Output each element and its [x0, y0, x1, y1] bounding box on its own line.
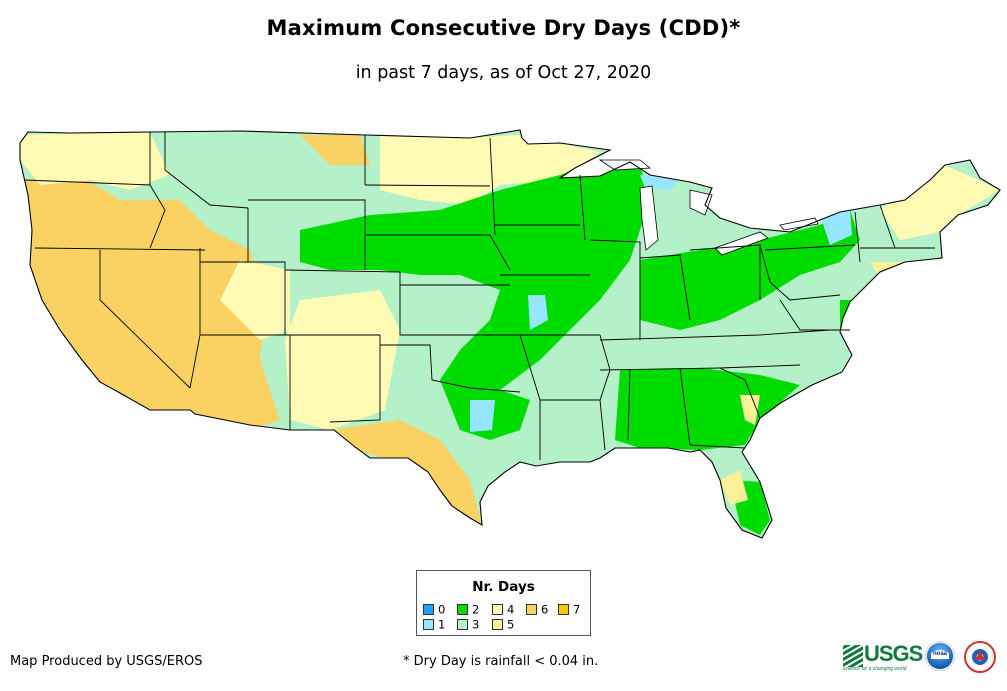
legend-label-1: 1 — [438, 617, 446, 632]
zone-4-days-northwest — [20, 132, 170, 190]
zone-5-days-florida — [720, 470, 748, 505]
zone-4-days-southern-plains — [285, 290, 400, 430]
legend-item-6: 6 — [526, 603, 548, 616]
zone-4-days-rockies — [220, 260, 290, 340]
legend-label-3: 3 — [472, 617, 480, 632]
border-nd-sd — [364, 184, 491, 187]
legend-swatch-6 — [526, 604, 537, 615]
legend-item-1: 1 — [423, 618, 445, 631]
usgs-logo: USGS science for a changing world — [843, 641, 923, 672]
zone-5-days-southern-new-england — [870, 262, 920, 278]
border-vt-nh-ny — [854, 211, 861, 263]
border-co — [284, 269, 401, 335]
zone-1-day-missouri — [528, 295, 548, 330]
legend-swatch-0 — [423, 604, 434, 615]
legend-label-7: 7 — [573, 602, 581, 617]
border-wy — [248, 199, 366, 270]
legend-label-4: 4 — [507, 602, 515, 617]
border-ms-al — [627, 369, 631, 441]
lake-erie — [714, 231, 769, 256]
legend: Nr. Days 0 2 4 6 7 1 3 5 — [416, 570, 591, 636]
legend-label-5: 5 — [507, 617, 515, 632]
legend-swatch-3 — [457, 619, 468, 630]
border-id-west — [149, 132, 166, 249]
border-nm-east — [329, 335, 381, 423]
great-lakes — [598, 159, 819, 256]
border-wa-or — [24, 179, 151, 186]
border-pa — [759, 244, 841, 301]
border-ca-nv — [99, 250, 191, 389]
usgs-wave-icon — [843, 645, 863, 667]
legend-item-7: 7 — [558, 603, 580, 616]
zone-2-days-ohio-valley — [640, 210, 860, 330]
border-or-ca-nv-id — [34, 247, 206, 251]
border-ny-pa — [764, 244, 856, 251]
border-nh-me — [879, 204, 896, 249]
border-mn-west — [489, 137, 496, 236]
usgs-logo-text: USGS — [864, 641, 923, 666]
legend-swatch-5 — [492, 619, 503, 630]
border-ut — [200, 261, 286, 335]
noaa-logo-text: noaa — [932, 651, 947, 657]
state-borders — [19, 129, 1001, 539]
zone-6-days-montana — [300, 135, 370, 165]
us-outline — [19, 129, 1001, 539]
zone-1-day-new-york — [820, 210, 852, 245]
map-title: Maximum Consecutive Dry Days (CDD)* — [266, 16, 741, 40]
noaa-logo: noaa — [925, 641, 955, 671]
border-va — [779, 299, 850, 331]
lake-huron — [689, 189, 713, 216]
map-credit: Map Produced by USGS/EROS — [10, 654, 203, 669]
legend-item-5: 5 — [492, 618, 514, 631]
legend-label-2: 2 — [472, 602, 480, 617]
legend-item-2: 2 — [457, 603, 479, 616]
border-ok-tx — [380, 344, 521, 393]
nws-logo — [964, 641, 996, 673]
zone-2-days-central — [300, 160, 650, 395]
border-fl — [689, 444, 746, 449]
legend-item-0: 0 — [423, 603, 445, 616]
border-in — [639, 254, 691, 321]
legend-label-0: 0 — [438, 602, 446, 617]
legend-swatch-4 — [492, 604, 503, 615]
legend-title: Nr. Days — [472, 579, 535, 595]
lake-superior — [598, 159, 652, 171]
legend-item-4: 4 — [492, 603, 514, 616]
border-ms-west — [599, 334, 611, 451]
noaa-bird-icon — [931, 650, 949, 659]
nws-triangle-icon — [975, 651, 985, 660]
border-sd-ne — [365, 234, 511, 271]
zone-1-day-texas — [470, 400, 495, 432]
map-subtitle: in past 7 days, as of Oct 27, 2020 — [355, 63, 652, 83]
zone-4-days-new-england — [880, 165, 1000, 240]
usgs-tagline: science for a changing world — [843, 666, 907, 672]
legend-label-6: 6 — [541, 602, 549, 617]
dry-day-footnote: * Dry Day is rainfall < 0.04 in. — [403, 654, 599, 669]
zone-2-days-southeast — [615, 368, 800, 450]
legend-item-3: 3 — [457, 618, 479, 631]
border-wi-mn — [579, 174, 586, 241]
border-al-ga — [679, 367, 691, 446]
border-tn-ky — [599, 329, 831, 341]
zone-5-days-georgia-coast — [740, 395, 760, 425]
border-il — [589, 239, 641, 340]
lake-michigan — [639, 185, 659, 251]
legend-swatch-2 — [457, 604, 468, 615]
border-mt-id — [164, 132, 249, 209]
lake-ontario — [779, 217, 819, 231]
zone-2-days-delaware — [840, 300, 855, 330]
zone-4-days-north-plains — [380, 135, 600, 205]
border-ga-sc — [719, 367, 761, 419]
legend-swatch-7 — [558, 604, 569, 615]
legend-swatch-1 — [423, 619, 434, 630]
